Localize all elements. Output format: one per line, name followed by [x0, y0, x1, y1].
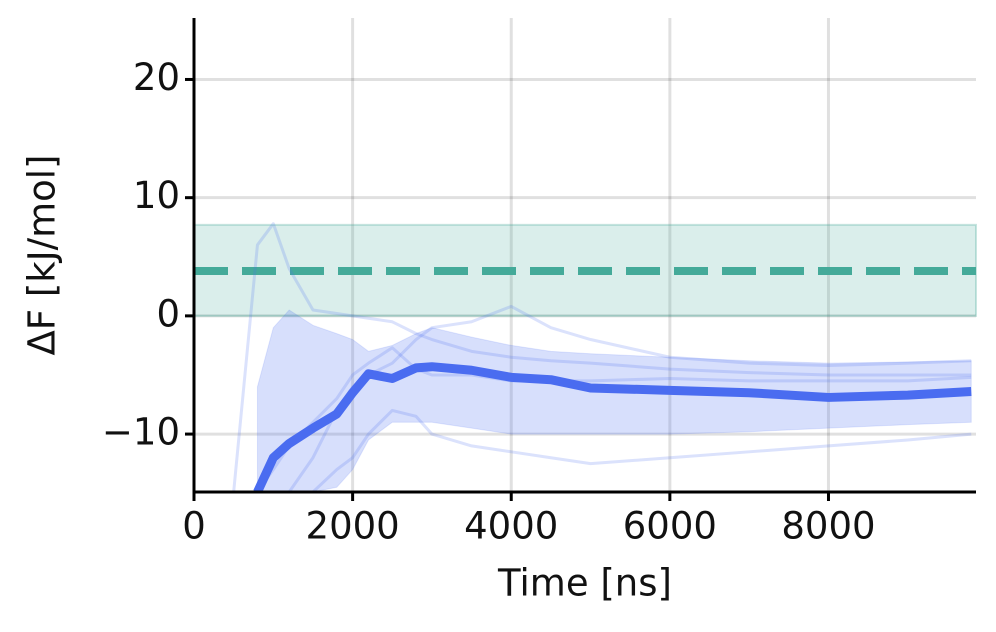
run-line: [232, 222, 972, 492]
x-tick-label: 0: [182, 505, 206, 548]
x-tick-label: 6000: [623, 505, 717, 548]
mean-line: [253, 362, 972, 492]
run-line: [256, 346, 972, 492]
y-tick-label: −10: [102, 411, 180, 454]
x-tick-label: 8000: [781, 505, 875, 548]
x-axis-label: Time [ns]: [497, 562, 672, 605]
run-line: [311, 408, 972, 492]
y-axis-label: ΔF [kJ/mol]: [21, 155, 64, 356]
y-tick-label: 20: [133, 56, 180, 99]
x-tick-label: 2000: [306, 505, 400, 548]
std-band: [256, 309, 972, 492]
y-tick-label: 0: [156, 292, 180, 335]
x-tick-label: 4000: [464, 505, 558, 548]
y-tick-label: 10: [133, 174, 180, 217]
